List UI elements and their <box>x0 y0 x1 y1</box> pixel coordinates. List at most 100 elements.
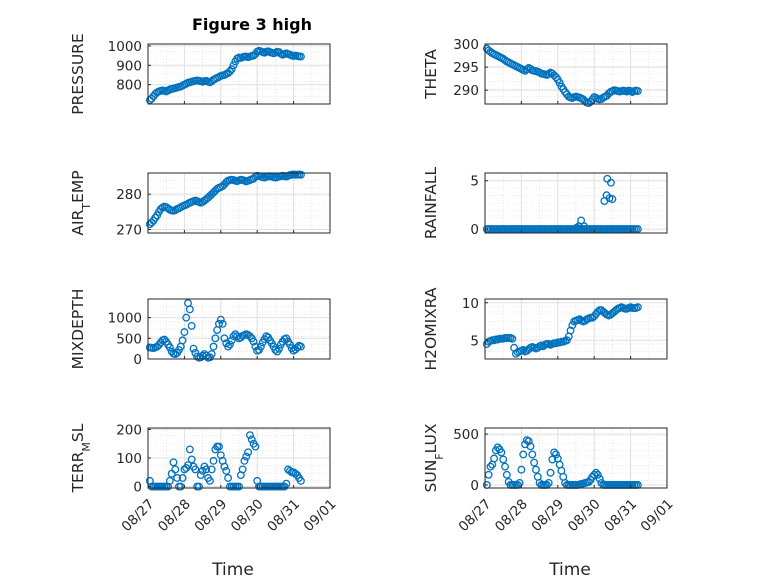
y-axis-label: THETA <box>422 49 440 100</box>
data-point <box>218 319 227 328</box>
axes-box <box>484 298 668 360</box>
data-point <box>205 476 214 485</box>
data-point <box>296 170 305 179</box>
data-point <box>590 470 599 479</box>
data-point <box>211 334 220 343</box>
data-point <box>548 455 557 464</box>
y-tick-label: 500 <box>453 427 479 443</box>
data-point <box>180 328 189 337</box>
data-point <box>544 70 553 78</box>
data-point <box>490 454 499 463</box>
data-point <box>497 448 506 457</box>
data-point <box>515 478 524 487</box>
data-point <box>171 465 180 474</box>
data-point <box>296 52 305 61</box>
data-point <box>256 342 265 351</box>
axes-box <box>147 43 331 105</box>
data-point <box>249 337 258 346</box>
x-tick-label: 08/29 <box>528 496 567 535</box>
y-tick-label: 200 <box>116 422 142 438</box>
data-point <box>528 450 537 459</box>
x-tick-label: 08/28 <box>155 496 194 535</box>
y-tick-label: 300 <box>453 37 479 53</box>
y-tick-label: 1000 <box>108 311 142 327</box>
y-axis-label: SUNFLUX <box>422 423 446 492</box>
y-tick-label: 100 <box>116 451 142 467</box>
y-axis-label: RAINFALL <box>422 166 440 239</box>
data-point <box>562 336 571 345</box>
x-tick-label: 08/29 <box>191 496 230 535</box>
y-tick-label: 800 <box>116 78 142 94</box>
data-point <box>238 465 247 474</box>
data-point <box>242 452 251 461</box>
data-point <box>275 344 283 353</box>
axes-box <box>484 427 668 489</box>
y-tick-label: 10 <box>462 296 479 312</box>
axes-box <box>484 172 668 234</box>
y-tick-label: 270 <box>116 222 142 238</box>
data-point <box>592 468 600 477</box>
axes-box <box>147 298 331 360</box>
data-point <box>552 450 560 459</box>
data-point <box>224 474 233 482</box>
data-point <box>593 470 602 479</box>
data-point <box>286 340 294 349</box>
data-point <box>225 340 234 349</box>
data-point <box>224 342 233 351</box>
y-tick-label: 0 <box>470 478 479 494</box>
y-tick-label: 0 <box>470 222 479 238</box>
data-point <box>296 476 305 485</box>
data-point <box>222 466 231 475</box>
data-point <box>555 78 564 87</box>
series-markers <box>482 44 642 108</box>
x-tick-label: 09/01 <box>638 496 677 535</box>
y-tick-label: 5 <box>470 174 479 190</box>
data-point <box>608 195 617 204</box>
x-tick-label: 08/31 <box>264 496 303 535</box>
y-axis-label: TERRMSL <box>69 423 93 493</box>
x-tick-label: 08/28 <box>492 496 531 535</box>
y-tick-label: 280 <box>116 187 142 203</box>
data-point <box>633 225 642 234</box>
data-point <box>566 326 575 335</box>
data-point <box>588 95 597 104</box>
y-tick-label: 295 <box>453 60 479 76</box>
data-point <box>282 479 291 488</box>
data-point <box>184 461 192 470</box>
x-tick-label: 08/30 <box>565 496 604 535</box>
data-point <box>486 462 495 471</box>
series-markers <box>482 303 642 358</box>
data-point <box>225 67 234 76</box>
data-point <box>191 348 200 357</box>
data-point <box>202 465 211 474</box>
data-point <box>187 321 196 330</box>
data-point <box>240 456 249 465</box>
data-point <box>530 458 539 467</box>
subplot-pressure: 800 900 1000 PRESSURE <box>69 33 331 115</box>
data-point <box>244 448 253 457</box>
data-point <box>216 315 225 324</box>
data-point <box>293 343 302 352</box>
data-point <box>220 462 229 471</box>
y-tick-label: 500 <box>116 331 142 347</box>
data-point <box>508 334 517 343</box>
data-point <box>633 303 642 312</box>
x-tick-label: 08/27 <box>119 496 158 535</box>
data-point <box>519 346 528 354</box>
x-tick-label: 08/30 <box>228 496 267 535</box>
series-markers <box>145 431 305 491</box>
data-point <box>524 437 533 446</box>
data-point <box>251 442 260 451</box>
data-point <box>595 474 604 483</box>
data-point <box>550 448 559 457</box>
data-point <box>499 455 508 464</box>
data-point <box>593 307 602 316</box>
data-point <box>182 313 191 322</box>
data-point <box>580 222 588 231</box>
y-tick-label: 5 <box>470 333 479 349</box>
x-tick-label: 09/01 <box>301 496 340 535</box>
data-point <box>169 458 178 467</box>
data-point <box>209 456 218 465</box>
